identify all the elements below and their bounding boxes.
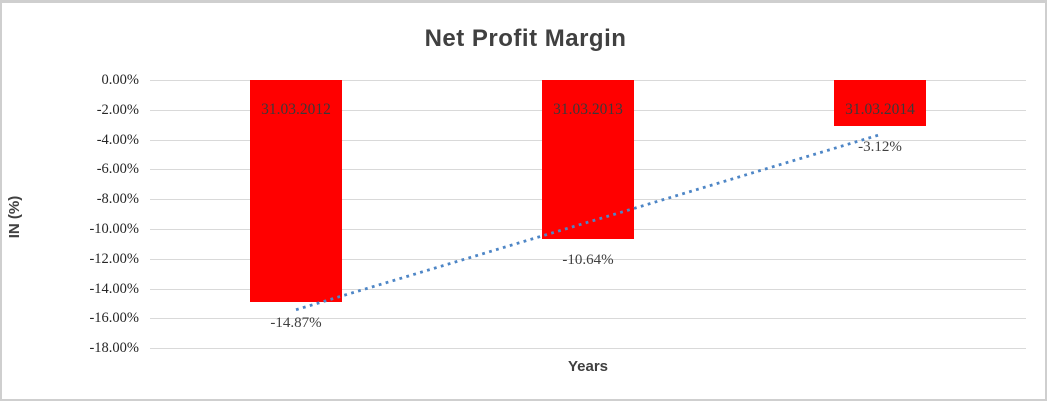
bar-category-label: 31.03.2013 — [553, 101, 623, 118]
y-tick-label: -14.00% — [89, 280, 139, 297]
y-tick-label: -16.00% — [89, 310, 139, 327]
bar-category-label: 31.03.2012 — [261, 101, 331, 118]
y-tick-label: -8.00% — [96, 191, 139, 208]
y-tick-label: 0.00% — [101, 72, 139, 88]
data-label: -3.12% — [858, 139, 902, 156]
chart-title: Net Profit Margin — [424, 25, 627, 52]
y-axis-title: IN (%) — [6, 195, 23, 239]
data-label: -10.64% — [562, 251, 614, 268]
y-tick-label: -6.00% — [96, 161, 139, 178]
gridline — [150, 318, 1026, 320]
gridline — [150, 348, 1026, 350]
y-tick-label: -12.00% — [89, 250, 139, 267]
trendline-layer — [295, 133, 881, 312]
y-tick-label: -4.00% — [96, 131, 139, 148]
x-axis-title: Years — [567, 358, 609, 375]
bar — [834, 80, 926, 127]
y-tick-label: -2.00% — [96, 101, 139, 118]
y-tick-label: -18.00% — [89, 340, 139, 357]
data-label: -14.87% — [270, 314, 322, 331]
y-tick-label: -10.00% — [89, 221, 139, 237]
bar-category-label: 31.03.2014 — [845, 101, 915, 118]
